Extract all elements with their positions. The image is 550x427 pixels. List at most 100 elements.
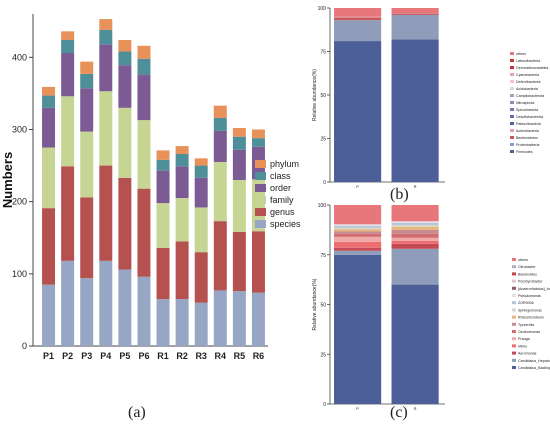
bar-phylum-P3 — [80, 61, 94, 74]
bar-class-R5 — [232, 136, 246, 150]
legend-label: Prauga — [518, 337, 530, 341]
bar-Rhizomicrobium-P — [334, 229, 382, 232]
legend-label: Latescibacteria — [516, 59, 540, 63]
y-tick-label: 400 — [12, 52, 27, 62]
bar-family-R6 — [251, 179, 265, 232]
bar-genus-R3 — [194, 252, 208, 303]
bar-Firmicutes-P — [334, 41, 382, 183]
legend-swatch — [512, 330, 516, 333]
bar-Candidatus_Hepatoplasma-P — [334, 250, 382, 255]
legend-swatch — [510, 73, 514, 76]
bar-phylum-P2 — [61, 31, 75, 40]
legend-swatch — [510, 52, 514, 55]
legend-label: others — [518, 258, 528, 262]
x-tick-label: P4 — [100, 351, 111, 361]
bar-genus-R2 — [175, 241, 189, 300]
bar-family-P6 — [137, 120, 151, 189]
bar-Tyzzerella-R — [391, 229, 439, 234]
bar-Actinobacteria-P — [334, 16, 382, 18]
legend-swatch — [512, 358, 516, 362]
bar-class-P1 — [42, 95, 56, 108]
bar-species-P1 — [42, 284, 56, 346]
legend-label: [Anaerorhabdus]_furcosa_group — [518, 287, 550, 291]
bar-Ozoinomonas-R — [391, 233, 439, 238]
x-tick-label: P2 — [62, 351, 73, 361]
bar-family-P1 — [42, 147, 56, 209]
x-tick-label: R — [414, 184, 417, 189]
legend-swatch — [510, 150, 514, 153]
bar-species-R2 — [175, 299, 189, 346]
bar-Pseudomonas-R — [391, 221, 439, 223]
bar-Vibrio-P — [334, 241, 382, 248]
legend-label-genus: genus — [270, 207, 295, 217]
bar-order-P2 — [61, 52, 75, 97]
bar-Pseudomonas-P — [334, 224, 382, 226]
bar-order-R3 — [194, 177, 208, 208]
legend-swatch — [510, 122, 514, 125]
bar-Candidatus_Hepatoplasma-R — [391, 248, 439, 285]
legend-label: Porphyrobacter — [518, 280, 543, 284]
bar-family-P4 — [99, 91, 113, 166]
legend-label: Bacteroidetes — [516, 136, 538, 140]
x-tick-label: R — [414, 406, 417, 411]
legend-swatch — [512, 351, 516, 355]
legend-swatch — [512, 279, 516, 283]
x-tick-label: R6 — [253, 351, 265, 361]
bar-genus-P6 — [137, 188, 151, 277]
caption-a: (a) — [128, 404, 146, 421]
bar-phylum-R2 — [175, 146, 189, 155]
x-tick-label: R4 — [215, 351, 227, 361]
legend-label: Patescibacteria — [516, 122, 541, 126]
bar-class-R1 — [156, 159, 170, 171]
bar-species-P3 — [80, 278, 94, 346]
legend-swatch-species — [255, 220, 266, 228]
bar-Candidatus_Bacilloplasma-R — [391, 284, 439, 404]
bar-genus-P5 — [118, 177, 132, 270]
legend-swatch — [512, 265, 516, 269]
bar-class-R3 — [194, 165, 208, 178]
bar-order-R4 — [213, 130, 227, 162]
bar-order-P6 — [137, 74, 151, 121]
legend-label-class: class — [270, 171, 291, 181]
bar-class-P4 — [99, 29, 113, 45]
bar-Proteobacteria-R — [391, 14, 439, 40]
bar-Vibrio-R — [391, 240, 439, 244]
legend-swatch — [512, 322, 516, 326]
y-tick-label: 50 — [320, 303, 326, 309]
bar-species-R1 — [156, 299, 170, 346]
legend-swatch — [510, 101, 514, 104]
legend-label: Pseudomonas — [518, 294, 541, 298]
caption-c: (c) — [390, 404, 408, 421]
bar-species-P2 — [61, 260, 75, 346]
bar-family-R5 — [232, 180, 246, 232]
legend-label: Nitrospirota — [516, 101, 534, 105]
legend-swatch — [512, 258, 516, 261]
bar-order-R1 — [156, 170, 170, 204]
y-tick-label: 100 — [318, 6, 327, 12]
y-tick-label: 0 — [22, 341, 27, 351]
legend-label: Gemmatimonadetes — [516, 66, 549, 70]
bar-phylum-R5 — [232, 128, 246, 137]
bar-others-R — [391, 205, 439, 222]
legend-label: ZOR0006 — [518, 301, 534, 305]
legend-label: Candidatus_Hepatoplasma — [518, 359, 550, 363]
bar-Actinobacteria-R — [391, 13, 439, 14]
bar-genus-P3 — [80, 197, 94, 279]
bar-Tyzzerella-P — [334, 231, 382, 234]
legend-label: Proteobacteria — [516, 143, 539, 147]
legend-swatch — [510, 94, 514, 97]
legend-label: Firmicutes — [516, 150, 533, 154]
bar-others-P — [334, 205, 382, 225]
bar-species-P4 — [99, 260, 113, 346]
x-tick-label: P1 — [43, 351, 54, 361]
legend-swatch — [512, 344, 516, 348]
bar-class-R6 — [251, 138, 265, 147]
legend-swatch — [510, 80, 514, 83]
legend-label-order: order — [270, 183, 291, 193]
x-tick-label: R5 — [234, 351, 246, 361]
legend-label: Actinobacteria — [516, 129, 539, 133]
bar-class-P5 — [118, 51, 132, 66]
bar-family-R3 — [194, 207, 208, 253]
legend-swatch — [510, 66, 514, 69]
bar-Rhizomicrobium-R — [391, 226, 439, 230]
